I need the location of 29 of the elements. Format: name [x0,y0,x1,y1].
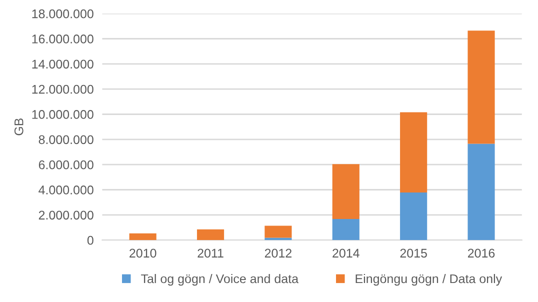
bar [264,226,292,238]
x-tick-label: 2012 [264,248,292,258]
y-tick-label: 8.000.000 [38,135,94,144]
y-tick-label: 0 [87,236,94,245]
y-tick-label: 10.000.000 [32,110,94,119]
y-tick-label: 14.000.000 [32,60,94,69]
y-axis-title: GB [14,118,24,136]
y-tick-label: 16.000.000 [32,34,94,44]
legend-label: Eingöngu gögn / Data only [356,274,502,286]
bar [332,218,360,240]
x-tick-label: 2015 [400,248,427,258]
bar [264,238,292,240]
y-tick-label: 6.000.000 [38,160,94,170]
y-tick-label: 2.000.000 [38,210,94,220]
bar [332,164,360,219]
x-tick-label: 2014 [332,248,360,258]
bar [400,192,428,240]
x-tick-label: 2011 [198,248,224,258]
bar [129,233,156,240]
bar [196,229,224,240]
bar [468,30,495,144]
x-tick-label: 2016 [468,248,495,258]
y-tick-label: 4.000.000 [38,186,94,194]
x-tick-label: 2010 [130,248,156,258]
bar [400,112,428,193]
y-tick-label: 18.000.000 [32,9,94,18]
legend-label: Tal og gögn / Voice and data [141,274,299,286]
bar [468,144,495,240]
y-tick-label: 12.000.000 [32,84,94,94]
